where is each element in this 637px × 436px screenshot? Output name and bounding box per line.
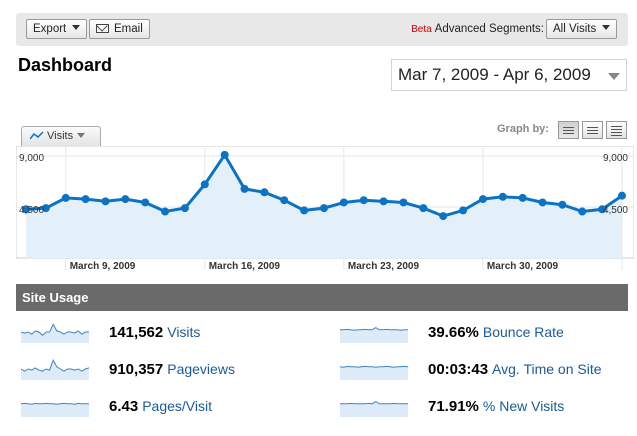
chevron-down-icon (72, 25, 81, 30)
x-tick-label-3: March 30, 2009 (487, 261, 559, 272)
metric-tab-label: Visits (47, 130, 74, 142)
sparkline (21, 402, 89, 417)
segments-label-text: Advanced Segments: (434, 23, 544, 35)
data-point-2[interactable] (61, 193, 70, 202)
page-title: Dashboard (18, 55, 113, 75)
chevron-down-icon (608, 73, 620, 80)
export-button[interactable]: Export (26, 19, 88, 39)
data-point-23[interactable] (478, 195, 487, 204)
data-point-9[interactable] (200, 180, 209, 189)
visits-chart: 9,000 4,500 9,000 4,500 March 9, 2009 Mar… (16, 146, 634, 272)
data-point-27[interactable] (558, 200, 567, 209)
beta-badge: Beta (411, 24, 432, 35)
sparkline (21, 323, 89, 343)
data-point-30[interactable] (618, 191, 626, 200)
data-point-15[interactable] (320, 204, 328, 213)
data-point-5[interactable] (121, 195, 130, 204)
data-point-14[interactable] (300, 206, 309, 215)
data-point-4[interactable] (101, 197, 110, 206)
graph-by-week-button[interactable] (582, 121, 603, 139)
data-point-29[interactable] (598, 205, 607, 214)
stat-link[interactable]: Pageviews (167, 361, 235, 377)
data-point-24[interactable] (498, 192, 507, 201)
data-point-22[interactable] (459, 206, 468, 215)
chevron-down-icon (77, 133, 86, 138)
data-point-19[interactable] (399, 198, 408, 207)
segments-value: All Visits (553, 23, 597, 35)
x-tick-label-0: March 9, 2009 (70, 261, 136, 272)
export-label: Export (33, 23, 67, 35)
data-point-25[interactable] (518, 193, 527, 202)
site-usage-header: Site Usage (16, 284, 628, 311)
data-point-8[interactable] (180, 204, 189, 213)
x-tick-label-1: March 16, 2009 (209, 261, 281, 272)
y-tick-label-left-top: 9,000 (19, 153, 44, 164)
stat-value: 6.43 Pages/Visit (109, 398, 212, 415)
envelope-icon (96, 24, 109, 33)
date-range-text: Mar 7, 2009 - Apr 6, 2009 (398, 65, 591, 84)
line-chart-icon (29, 131, 44, 140)
x-tick-label-2: March 23, 2009 (348, 261, 420, 272)
data-point-17[interactable] (359, 196, 368, 205)
data-point-20[interactable] (419, 204, 428, 213)
stat-link[interactable]: Pages/Visit (142, 398, 212, 414)
y-tick-label-left-mid: 4,500 (19, 205, 44, 216)
data-point-18[interactable] (379, 197, 388, 206)
stat-value: 141,562 Visits (109, 324, 201, 341)
data-point-7[interactable] (161, 207, 170, 216)
data-point-11[interactable] (240, 184, 249, 193)
stat-link[interactable]: Visits (167, 324, 201, 340)
y-tick-label-right-top: 9,000 (603, 153, 628, 164)
date-range-picker[interactable]: Mar 7, 2009 - Apr 6, 2009 (391, 59, 627, 91)
data-point-0[interactable] (22, 205, 30, 214)
graph-by-day-button[interactable] (558, 121, 579, 139)
chevron-down-icon (602, 25, 611, 30)
sparkline (340, 327, 408, 343)
email-label: Email (114, 23, 143, 35)
data-point-21[interactable] (439, 212, 448, 221)
graph-by-month-button[interactable] (606, 121, 627, 139)
data-point-28[interactable] (578, 207, 587, 216)
data-point-3[interactable] (81, 195, 90, 204)
stat-link[interactable]: Avg. Time on Site (492, 361, 602, 377)
stat-link[interactable]: Bounce Rate (482, 324, 564, 340)
stat-link[interactable]: % New Visits (482, 398, 565, 414)
data-point-12[interactable] (260, 188, 269, 197)
sparkline (21, 358, 89, 380)
stat-value: 910,357 Pageviews (109, 361, 235, 378)
data-point-26[interactable] (538, 198, 547, 207)
data-point-1[interactable] (41, 204, 50, 213)
data-point-13[interactable] (280, 196, 289, 205)
data-point-10[interactable] (220, 150, 229, 159)
stat-value: 71.91%% New Visits (428, 398, 565, 415)
segments-select[interactable]: All Visits (546, 19, 618, 39)
y-tick-label-right-mid: 4,500 (603, 205, 628, 216)
advanced-segments-label: Beta Advanced Segments: (411, 23, 544, 35)
metric-selector-tab[interactable]: Visits (21, 126, 101, 146)
graph-by-label: Graph by: (497, 123, 549, 135)
stat-value: 00:03:43 Avg. Time on Site (428, 361, 602, 378)
visits-area-fill (26, 154, 622, 258)
toolbar: Export Email Beta Advanced Segments: All … (16, 13, 628, 46)
sparkline (340, 401, 408, 417)
sparkline (340, 365, 408, 380)
data-point-16[interactable] (339, 198, 348, 207)
email-button[interactable]: Email (89, 19, 150, 39)
stat-value: 39.66% Bounce Rate (428, 324, 564, 341)
data-point-6[interactable] (141, 198, 150, 207)
